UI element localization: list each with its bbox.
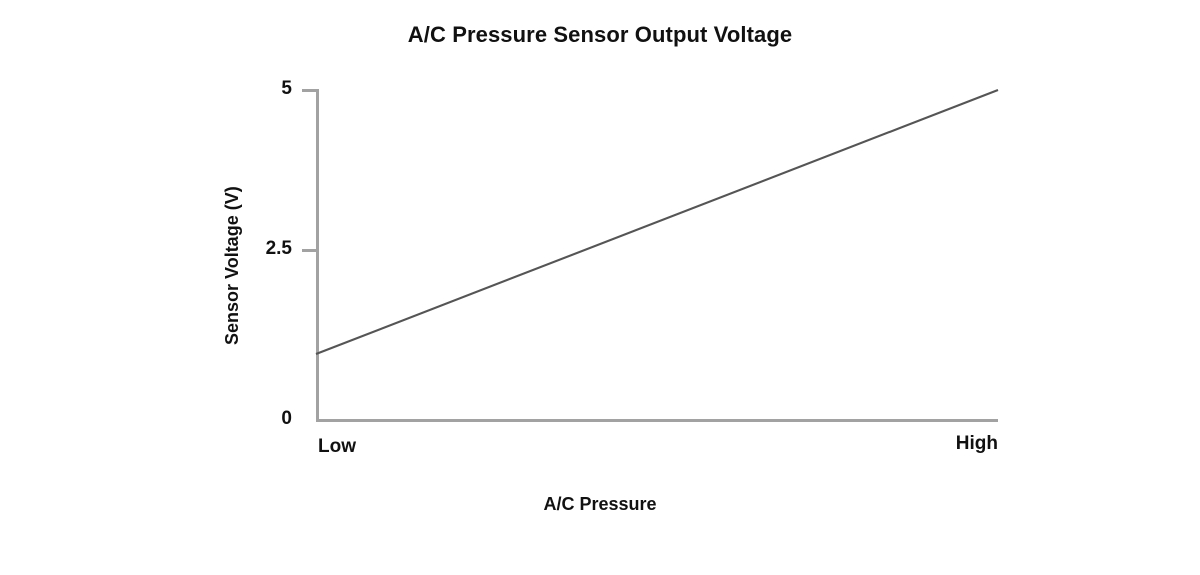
y-tick-label-5: 5 [281, 78, 292, 99]
series-line-sensor-output [315, 89, 999, 355]
x-axis-title: A/C Pressure [543, 494, 657, 514]
y-tick-mark-2point5 [302, 249, 316, 252]
y-tick-label-0: 0 [281, 408, 292, 429]
y-axis-line [316, 89, 319, 422]
data-line-group [315, 89, 999, 355]
y-tick-mark-5 [302, 89, 316, 92]
y-axis-title: Sensor Voltage (V) [222, 186, 242, 345]
x-axis-line [316, 419, 998, 422]
y-tick-label-2point5: 2.5 [265, 238, 292, 259]
page-title: A/C Pressure Sensor Output Voltage [407, 22, 793, 47]
x-tick-label-low: Low [318, 436, 356, 457]
x-tick-label-high: High [955, 433, 998, 454]
